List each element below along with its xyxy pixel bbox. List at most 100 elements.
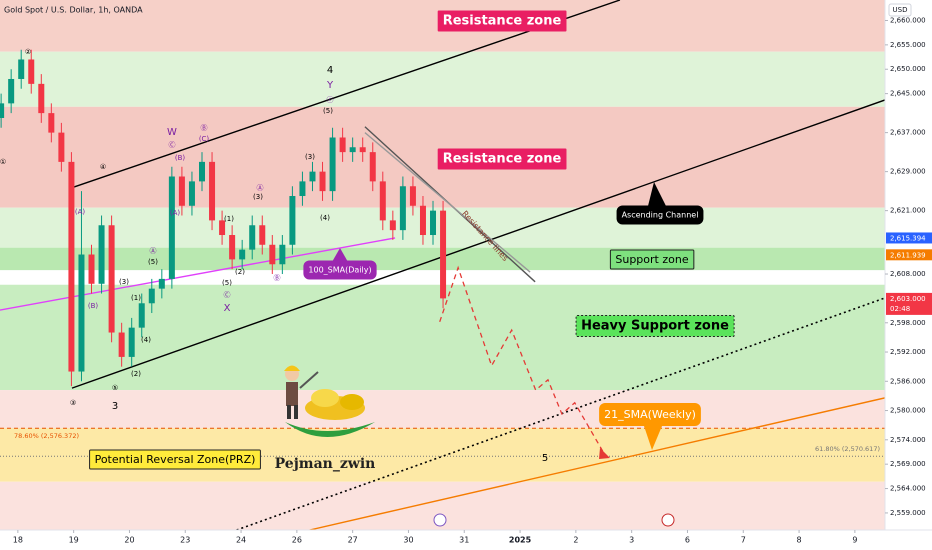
candle-body xyxy=(0,103,5,118)
wave-label: (5) xyxy=(323,107,333,115)
wave-label: W xyxy=(167,127,177,138)
annotation-text: Resistance zone xyxy=(443,152,562,167)
candle-body xyxy=(138,303,145,328)
wave-label: (A) xyxy=(170,209,181,217)
event-icon xyxy=(433,513,447,527)
y-tick-label: 2,629.000 xyxy=(890,168,926,176)
candle-body xyxy=(359,147,366,153)
wave-label: Y xyxy=(326,80,334,91)
y-axis-panel xyxy=(885,0,932,550)
zone xyxy=(0,51,885,107)
miner-icon xyxy=(284,365,365,420)
candle-body xyxy=(118,332,125,357)
candle-body xyxy=(369,152,376,182)
y-tick-label: 2,660.000 xyxy=(890,16,926,24)
price-tag xyxy=(886,249,932,261)
annotation-box xyxy=(616,205,704,225)
annotation-text: Resistance zone xyxy=(443,14,562,29)
wave-label: ⓒ xyxy=(327,96,334,104)
candle-body xyxy=(18,59,25,79)
wave-label: ① xyxy=(0,158,6,166)
candle-body xyxy=(68,161,75,372)
candle-body xyxy=(430,210,437,236)
wave-label: (A) xyxy=(75,208,86,216)
annotation-text: Support zone xyxy=(615,253,688,266)
callout-pointer xyxy=(648,182,666,206)
annotations: 78.60% (2,576.372) 61.80% (2,570.617) ② ① 4 Y… xyxy=(0,10,880,472)
price-tag xyxy=(886,292,932,315)
projection-arrow xyxy=(599,448,610,459)
wave-label: (B) xyxy=(175,154,186,162)
x-tick-label: 2025 xyxy=(509,536,532,545)
y-tick-label: 2,564.000 xyxy=(890,485,926,493)
annotation-text: Potential Reversal Zone(PRZ) xyxy=(95,453,256,466)
y-tick-label: 2,650.000 xyxy=(890,65,926,73)
wave-label: (2) xyxy=(235,268,245,276)
currency: USD xyxy=(893,6,908,14)
wave-label: Ⓒ xyxy=(169,141,176,149)
callout-pointer xyxy=(644,426,662,450)
y-tick-label: 2,608.000 xyxy=(890,270,926,278)
trend-line xyxy=(364,132,531,273)
candle-body xyxy=(349,147,356,153)
x-tick-label: 30 xyxy=(403,536,413,545)
price-tag-label: 2,615.394 xyxy=(890,234,926,242)
signature: Pejman_zwin xyxy=(275,456,376,472)
annotation-text: Ascending Channel xyxy=(622,211,699,220)
candle-body xyxy=(249,225,256,250)
annotation-box xyxy=(609,249,695,270)
x-tick-label: 23 xyxy=(180,536,190,545)
annotation-box xyxy=(89,449,261,470)
candle-body xyxy=(329,137,336,192)
candle-body xyxy=(188,181,195,206)
wave-label: ⑤ xyxy=(112,384,118,392)
candle-body xyxy=(289,196,296,245)
projection-path xyxy=(439,265,606,456)
x-tick-label: 6 xyxy=(685,536,690,545)
trend-line xyxy=(0,237,396,311)
candle-body xyxy=(299,181,306,197)
wave-label: (4) xyxy=(320,214,330,222)
candle-body xyxy=(98,225,105,284)
y-tick-label: 2,586.000 xyxy=(890,377,926,385)
wave-label: (1) xyxy=(131,294,141,302)
candle-body xyxy=(209,161,216,221)
wave-label: ③ xyxy=(70,399,76,407)
wave-label: (3) xyxy=(253,193,263,201)
candle-body xyxy=(108,225,115,333)
fib-label: 78.60% (2,576.372) xyxy=(14,432,79,440)
candle-body xyxy=(419,205,426,236)
wave-label: X xyxy=(224,303,231,314)
x-tick-label: 19 xyxy=(69,536,79,545)
candle-body xyxy=(168,176,175,279)
plot-area xyxy=(0,0,885,530)
price-tag-label: 2,611.939 xyxy=(890,251,926,259)
candle-body xyxy=(8,78,15,104)
x-tick-label: 7 xyxy=(741,536,746,545)
x-tick-label: 2 xyxy=(573,536,578,545)
wave-label: ② xyxy=(25,48,31,56)
candle-body xyxy=(389,220,396,231)
candle-body xyxy=(229,235,236,260)
wave-label: (C) xyxy=(199,135,210,143)
wave-label: Ⓒ xyxy=(224,291,231,299)
x-tick-label: 26 xyxy=(292,536,302,545)
wave-label: 4 xyxy=(327,65,333,76)
candle-body xyxy=(158,278,165,289)
wave-label: ④ xyxy=(100,163,106,171)
wave-label: (2) xyxy=(131,370,141,378)
callout-pointer xyxy=(332,248,348,262)
y-tick-label: 2,645.000 xyxy=(890,90,926,98)
wave-label: (1) xyxy=(224,215,234,223)
candle-body xyxy=(319,171,326,192)
price-tag-label: 2,603.000 xyxy=(890,295,926,303)
x-tick-label: 27 xyxy=(348,536,358,545)
candle-body xyxy=(148,288,155,304)
wave-label: 5 xyxy=(542,453,548,464)
candle-body xyxy=(219,220,226,236)
annotation-box xyxy=(303,260,377,280)
y-tick-label: 2,569.000 xyxy=(890,460,926,468)
trend-line xyxy=(71,99,885,389)
event-icon xyxy=(661,513,675,527)
x-tick-label: 18 xyxy=(13,536,23,545)
